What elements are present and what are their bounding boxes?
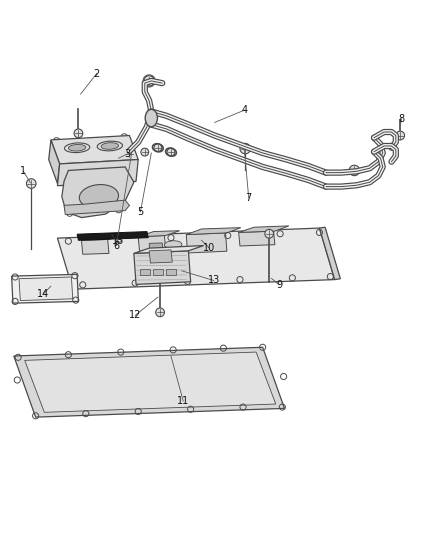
Circle shape: [240, 143, 251, 154]
Polygon shape: [140, 269, 150, 275]
Polygon shape: [239, 226, 289, 232]
Circle shape: [144, 76, 154, 86]
Circle shape: [154, 144, 162, 152]
Ellipse shape: [164, 241, 182, 248]
Text: 11: 11: [177, 396, 189, 406]
Ellipse shape: [68, 144, 86, 151]
Text: 14: 14: [37, 288, 49, 298]
Polygon shape: [77, 231, 148, 240]
Polygon shape: [149, 243, 163, 251]
Polygon shape: [134, 251, 191, 285]
Text: 13: 13: [208, 276, 220, 286]
Polygon shape: [19, 277, 73, 301]
Text: 5: 5: [137, 207, 144, 217]
Ellipse shape: [79, 184, 119, 209]
Polygon shape: [149, 250, 172, 263]
Text: 2: 2: [94, 69, 100, 78]
Polygon shape: [138, 236, 166, 251]
Circle shape: [126, 150, 134, 158]
Polygon shape: [62, 167, 134, 217]
Polygon shape: [57, 228, 335, 289]
Text: 7: 7: [246, 192, 252, 203]
Polygon shape: [166, 269, 176, 275]
Circle shape: [167, 148, 175, 156]
Text: 3: 3: [124, 149, 131, 159]
Polygon shape: [152, 269, 163, 275]
Text: 6: 6: [113, 240, 120, 251]
Ellipse shape: [101, 143, 119, 149]
Text: 4: 4: [241, 105, 247, 115]
Circle shape: [141, 148, 149, 156]
Text: 1: 1: [20, 166, 26, 176]
Polygon shape: [138, 231, 180, 237]
Text: 9: 9: [276, 280, 283, 290]
Circle shape: [265, 229, 274, 238]
Text: 10: 10: [203, 243, 215, 253]
Polygon shape: [49, 140, 60, 183]
Polygon shape: [186, 233, 227, 253]
Circle shape: [155, 308, 164, 317]
Text: 8: 8: [399, 114, 405, 124]
Polygon shape: [51, 135, 138, 164]
Ellipse shape: [145, 109, 157, 127]
Polygon shape: [134, 246, 204, 253]
Polygon shape: [57, 159, 138, 185]
Polygon shape: [12, 274, 78, 303]
Polygon shape: [319, 227, 340, 280]
Polygon shape: [81, 234, 123, 240]
Polygon shape: [14, 348, 285, 417]
Text: 15: 15: [112, 236, 124, 246]
Polygon shape: [64, 200, 130, 215]
Polygon shape: [239, 231, 275, 246]
Circle shape: [74, 129, 83, 138]
Text: 12: 12: [129, 310, 141, 320]
Circle shape: [349, 165, 360, 176]
Circle shape: [396, 131, 405, 140]
Circle shape: [26, 179, 36, 188]
Polygon shape: [25, 352, 276, 413]
Polygon shape: [81, 239, 109, 254]
Polygon shape: [186, 228, 241, 235]
